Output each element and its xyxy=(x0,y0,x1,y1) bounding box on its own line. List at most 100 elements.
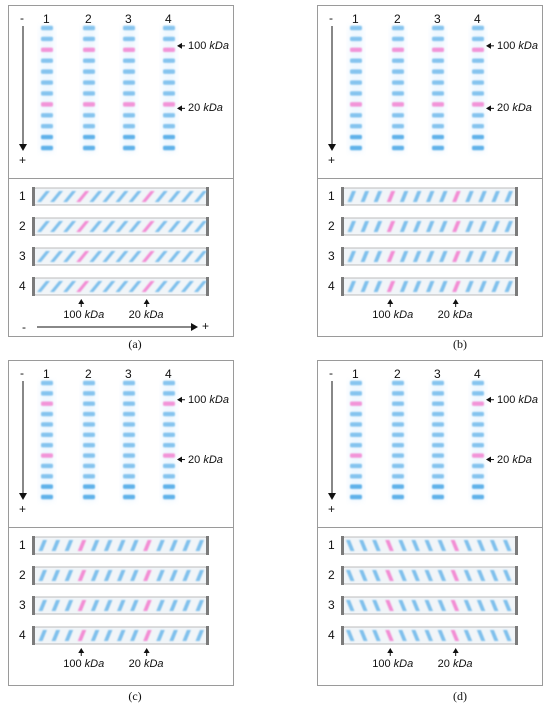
marker-unit: kDa xyxy=(393,658,414,670)
blue-band xyxy=(432,36,444,42)
pink-band xyxy=(385,570,394,581)
tube-number: 2 xyxy=(328,568,335,582)
blue-band xyxy=(195,630,204,641)
arrow-head xyxy=(486,396,491,403)
tube-end xyxy=(206,566,209,585)
tube-end xyxy=(341,187,344,206)
blue-band xyxy=(346,570,355,581)
tube-number: 2 xyxy=(328,219,335,233)
panel-divider xyxy=(9,178,233,179)
gel-panel-b: 1 2 3 4- +100 kDa 20 kDa 1 2 3 4 100 kDa 20 kDa xyxy=(317,5,543,337)
blue-band xyxy=(37,221,50,232)
blue-band xyxy=(163,463,175,469)
blue-band xyxy=(489,570,499,581)
arrow-head xyxy=(452,648,459,653)
marker-unit: kDa xyxy=(452,309,473,321)
blue-band xyxy=(83,484,95,489)
marker-20kda-bottom-label: 20 kDa xyxy=(129,658,164,670)
blue-band xyxy=(123,58,135,63)
blue-band xyxy=(359,630,368,641)
blue-band xyxy=(123,134,135,140)
blue-band xyxy=(195,600,204,611)
lane-smear xyxy=(471,26,485,152)
blue-band xyxy=(130,630,139,641)
blue-band xyxy=(503,630,512,641)
blue-band xyxy=(163,36,175,42)
panel-divider xyxy=(318,178,542,179)
cathode-sign-horizontal: - xyxy=(22,320,26,334)
blue-band xyxy=(392,69,404,74)
blue-band xyxy=(346,600,355,611)
blue-band xyxy=(163,411,175,417)
tube-end xyxy=(515,277,518,296)
pink-band xyxy=(386,251,396,262)
blue-band xyxy=(489,540,499,551)
blue-band xyxy=(102,251,116,262)
blue-band xyxy=(465,221,474,232)
pink-band xyxy=(472,102,484,107)
blue-band xyxy=(504,281,513,292)
blue-band xyxy=(398,570,407,581)
blue-band xyxy=(392,145,404,151)
pink-band xyxy=(77,630,87,641)
blue-band xyxy=(103,540,113,551)
blue-band xyxy=(41,484,53,489)
blue-band xyxy=(163,494,175,500)
blue-band xyxy=(123,36,135,42)
blue-band xyxy=(90,570,100,581)
blue-band xyxy=(472,91,484,96)
blue-band xyxy=(163,91,175,96)
blue-band xyxy=(489,600,499,611)
panel-divider xyxy=(9,527,233,528)
blue-band xyxy=(123,401,135,406)
blue-band xyxy=(130,540,139,551)
lane-smear xyxy=(471,381,485,501)
pink-band xyxy=(76,251,90,262)
lane-number: 3 xyxy=(125,12,132,26)
blue-band xyxy=(89,191,103,202)
tube-number: 3 xyxy=(328,598,335,612)
marker-value: 20 xyxy=(188,102,201,115)
marker-value: 100 xyxy=(63,658,82,670)
blue-band xyxy=(41,58,53,63)
blue-band xyxy=(432,58,444,63)
blue-band xyxy=(83,123,95,129)
blue-band xyxy=(163,422,175,427)
blue-band xyxy=(478,281,487,292)
pink-band xyxy=(472,453,484,458)
blue-band xyxy=(491,221,500,232)
blue-band xyxy=(37,191,50,202)
blue-band xyxy=(392,380,404,386)
tube-end xyxy=(206,277,209,296)
blue-band xyxy=(426,221,435,232)
blue-band xyxy=(83,69,95,74)
blue-band xyxy=(350,474,362,479)
blue-band xyxy=(392,453,404,458)
blue-band xyxy=(412,251,422,262)
blue-band xyxy=(392,134,404,140)
blue-band xyxy=(83,80,95,85)
pink-band xyxy=(76,281,90,292)
blue-band xyxy=(478,191,487,202)
tube-number: 4 xyxy=(328,628,335,642)
blue-band xyxy=(182,570,191,581)
blue-band xyxy=(503,570,512,581)
tube-number: 1 xyxy=(328,189,335,203)
blue-band xyxy=(398,540,407,551)
pink-band xyxy=(41,102,53,107)
lane-number: 1 xyxy=(352,367,359,381)
blue-band xyxy=(123,474,135,479)
arrow-head xyxy=(19,493,27,500)
blue-band xyxy=(130,570,139,581)
lane-smear xyxy=(431,26,445,152)
blue-band xyxy=(41,422,53,427)
blue-band xyxy=(439,281,448,292)
blue-band xyxy=(169,570,178,581)
arrow-head xyxy=(177,42,182,49)
tube-number: 2 xyxy=(19,219,26,233)
blue-band xyxy=(392,411,404,417)
tube-end xyxy=(206,596,209,615)
blue-band xyxy=(51,540,61,551)
pink-band xyxy=(452,191,461,202)
blue-band xyxy=(123,145,135,151)
